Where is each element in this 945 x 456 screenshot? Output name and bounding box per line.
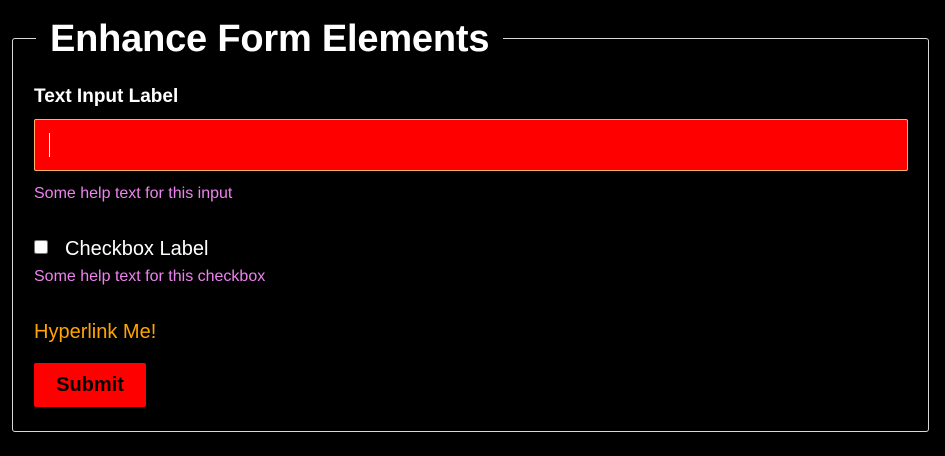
text-input-label: Text Input Label xyxy=(34,86,179,107)
text-cursor xyxy=(49,133,50,157)
checkbox-help: Some help text for this checkbox xyxy=(34,268,266,285)
hyperlink[interactable]: Hyperlink Me! xyxy=(34,321,157,343)
submit-button[interactable]: Submit xyxy=(34,363,146,407)
checkbox[interactable] xyxy=(34,240,48,254)
checkbox-label[interactable]: Checkbox Label xyxy=(65,238,209,260)
text-input-help: Some help text for this input xyxy=(34,185,233,202)
text-input[interactable] xyxy=(34,119,908,171)
form-legend: Enhance Form Elements xyxy=(36,14,504,64)
